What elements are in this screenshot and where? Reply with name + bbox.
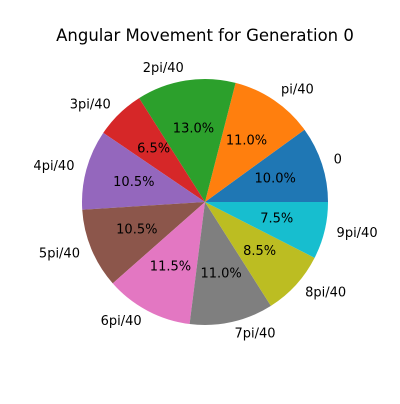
slice-label-4: 4pi/40 (33, 159, 74, 174)
slice-label-2: 2pi/40 (143, 61, 184, 76)
slice-label-5: 5pi/40 (39, 246, 80, 261)
pie-slice-7 (189, 202, 271, 325)
slice-label-7: 7pi/40 (235, 327, 276, 342)
slice-percent-label-6: 11.5% (150, 260, 191, 275)
slice-label-0: 0 (334, 153, 342, 168)
slice-label-8: 8pi/40 (305, 286, 346, 301)
slice-percent-label-5: 10.5% (116, 223, 157, 238)
slice-label-1: pi/40 (281, 83, 314, 98)
slice-percent-label-4: 10.5% (113, 175, 154, 190)
pie-slice-8 (205, 202, 315, 306)
slice-label-6: 6pi/40 (101, 314, 142, 329)
pie-slice-3 (103, 98, 205, 202)
slice-percent-label-8: 8.5% (243, 244, 276, 259)
pie-slice-0 (205, 129, 328, 202)
pie-slices (81, 79, 328, 325)
slice-percent-label-7: 11.0% (200, 267, 241, 282)
slice-percent-label-1: 11.0% (226, 133, 267, 148)
pie-slice-6 (112, 202, 205, 325)
pie-slice-2 (139, 79, 236, 202)
pie-labels: 0 10.0% pi/40 11.0% 2pi/40 13.0% 3pi/40 6.5% 4pi… (33, 61, 377, 342)
pie-slice-1 (205, 82, 305, 202)
slice-percent-label-2: 13.0% (173, 122, 214, 137)
slice-label-9: 9pi/40 (337, 226, 378, 241)
slice-percent-label-9: 7.5% (260, 212, 293, 227)
pie-slice-4 (81, 132, 205, 210)
slice-percent-label-3: 6.5% (137, 142, 170, 157)
pie-slice-5 (82, 202, 205, 284)
pie-slice-9 (205, 202, 328, 258)
slice-label-3: 3pi/40 (70, 97, 111, 112)
chart-title: Angular Movement for Generation 0 (56, 26, 354, 45)
slice-percent-label-0: 10.0% (255, 172, 296, 187)
